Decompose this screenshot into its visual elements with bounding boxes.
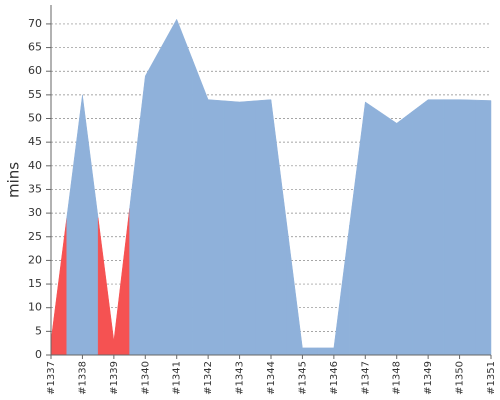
area-segment [475, 99, 492, 356]
y-tick-label: 5 [35, 324, 42, 337]
area-segment [255, 99, 287, 356]
area-segment [50, 217, 67, 356]
x-tick-label: #1347 [360, 361, 371, 395]
area-segment [129, 46, 162, 356]
x-tick-label: #1343 [235, 361, 246, 395]
y-tick-label: 35 [28, 182, 42, 195]
x-tick-label: #1350 [455, 361, 466, 395]
area-segment [97, 208, 130, 356]
y-tick-label: 30 [28, 206, 42, 219]
y-tick-label: 70 [28, 17, 42, 30]
area-segment [380, 110, 413, 356]
x-tick-label: #1348 [392, 361, 403, 395]
y-tick-label: 65 [28, 41, 42, 54]
x-tick-label: #1339 [109, 361, 120, 395]
x-tick-label: #1344 [266, 361, 277, 395]
x-tick-label: #1337 [46, 361, 57, 395]
area-segment [317, 224, 350, 356]
y-axis-label: mins [5, 162, 23, 198]
area-segment [192, 59, 225, 356]
y-tick-label: 15 [28, 277, 42, 290]
x-tick-label: #1349 [423, 361, 434, 395]
y-tick-label: 25 [28, 230, 42, 243]
area-segment [66, 94, 99, 356]
y-tick-label: 40 [28, 159, 42, 172]
x-tick-label: #1341 [172, 361, 183, 395]
x-tick-label: #1351 [486, 361, 497, 395]
area-segment [443, 99, 476, 356]
y-tick-label: 60 [28, 64, 42, 77]
area-segment [160, 18, 193, 356]
y-tick-label: 0 [35, 348, 42, 361]
x-tick-label: #1340 [140, 361, 151, 395]
y-tick-label: 20 [28, 253, 42, 266]
x-tick-label: #1346 [329, 361, 340, 395]
area-segment [223, 100, 256, 356]
area-segment [349, 101, 382, 356]
y-tick-label: 55 [28, 88, 42, 101]
area-segment [412, 99, 445, 356]
x-tick-label: #1342 [203, 361, 214, 395]
y-tick-label: 10 [28, 301, 42, 314]
x-tick-label: #1338 [77, 361, 88, 395]
y-tick-label: 45 [28, 135, 42, 148]
x-tick-label: #1345 [297, 361, 308, 395]
area-segment [286, 223, 319, 356]
y-tick-label: 50 [28, 112, 42, 125]
